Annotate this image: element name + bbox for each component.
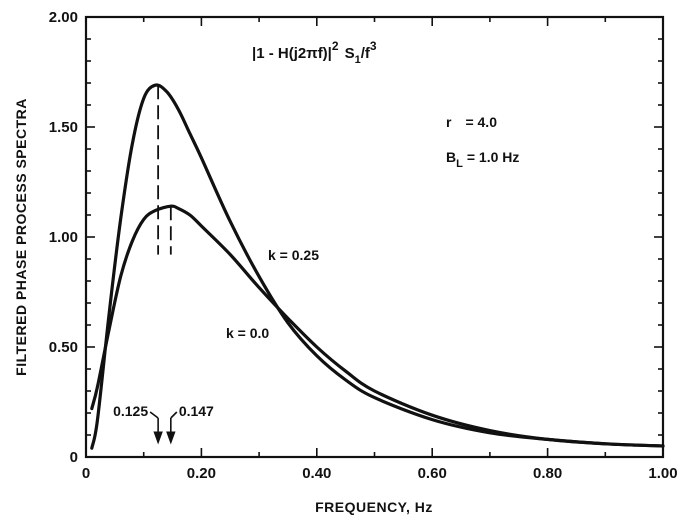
x-tick-label: 0: [82, 465, 90, 482]
r-annotation: r = 4.0: [446, 114, 497, 130]
y-axis-title: FILTERED PHASE PROCESS SPECTRA: [13, 98, 29, 376]
y-tick-label: 0.50: [49, 339, 78, 356]
x-tick-label: 0.40: [302, 465, 331, 482]
bl-annotation: BL = 1.0 Hz: [446, 149, 519, 170]
x-tick-label: 1.00: [648, 465, 677, 482]
y-tick-label: 1.00: [49, 229, 78, 246]
y-tick-label: 2.00: [49, 9, 78, 26]
x-axis-title: FREQUENCY, Hz: [315, 499, 433, 515]
ticks: [85, 16, 664, 458]
x-tick-label: 0.20: [187, 465, 216, 482]
peak-label: 0.125: [113, 403, 148, 419]
formula-annotation: |1 - H(j2πf)|2 S1/f3: [252, 39, 377, 66]
series-label-k025: k = 0.25: [268, 247, 319, 263]
peak-markers: 0.125 0.147: [113, 85, 214, 445]
x-tick-label: 0.60: [418, 465, 447, 482]
series-k025-line: [90, 83, 665, 450]
x-tick-label: 0.80: [533, 465, 562, 482]
peak-label: 0.147: [179, 403, 214, 419]
y-tick-label: 0: [70, 449, 78, 466]
peak-leader: [170, 411, 178, 419]
peak-arrow-head: [166, 431, 176, 445]
tick-labels: 0 0.20 0.40 0.60 0.80 1.00 0 0.50 1.00 1.50 2.00: [49, 9, 678, 482]
series-label-k0: k = 0.0: [226, 325, 269, 341]
series-k0-line: [90, 204, 665, 448]
y-tick-label: 1.50: [49, 119, 78, 136]
peak-arrow-head: [153, 431, 163, 445]
curves: [90, 83, 665, 450]
peak-leader: [149, 411, 159, 419]
